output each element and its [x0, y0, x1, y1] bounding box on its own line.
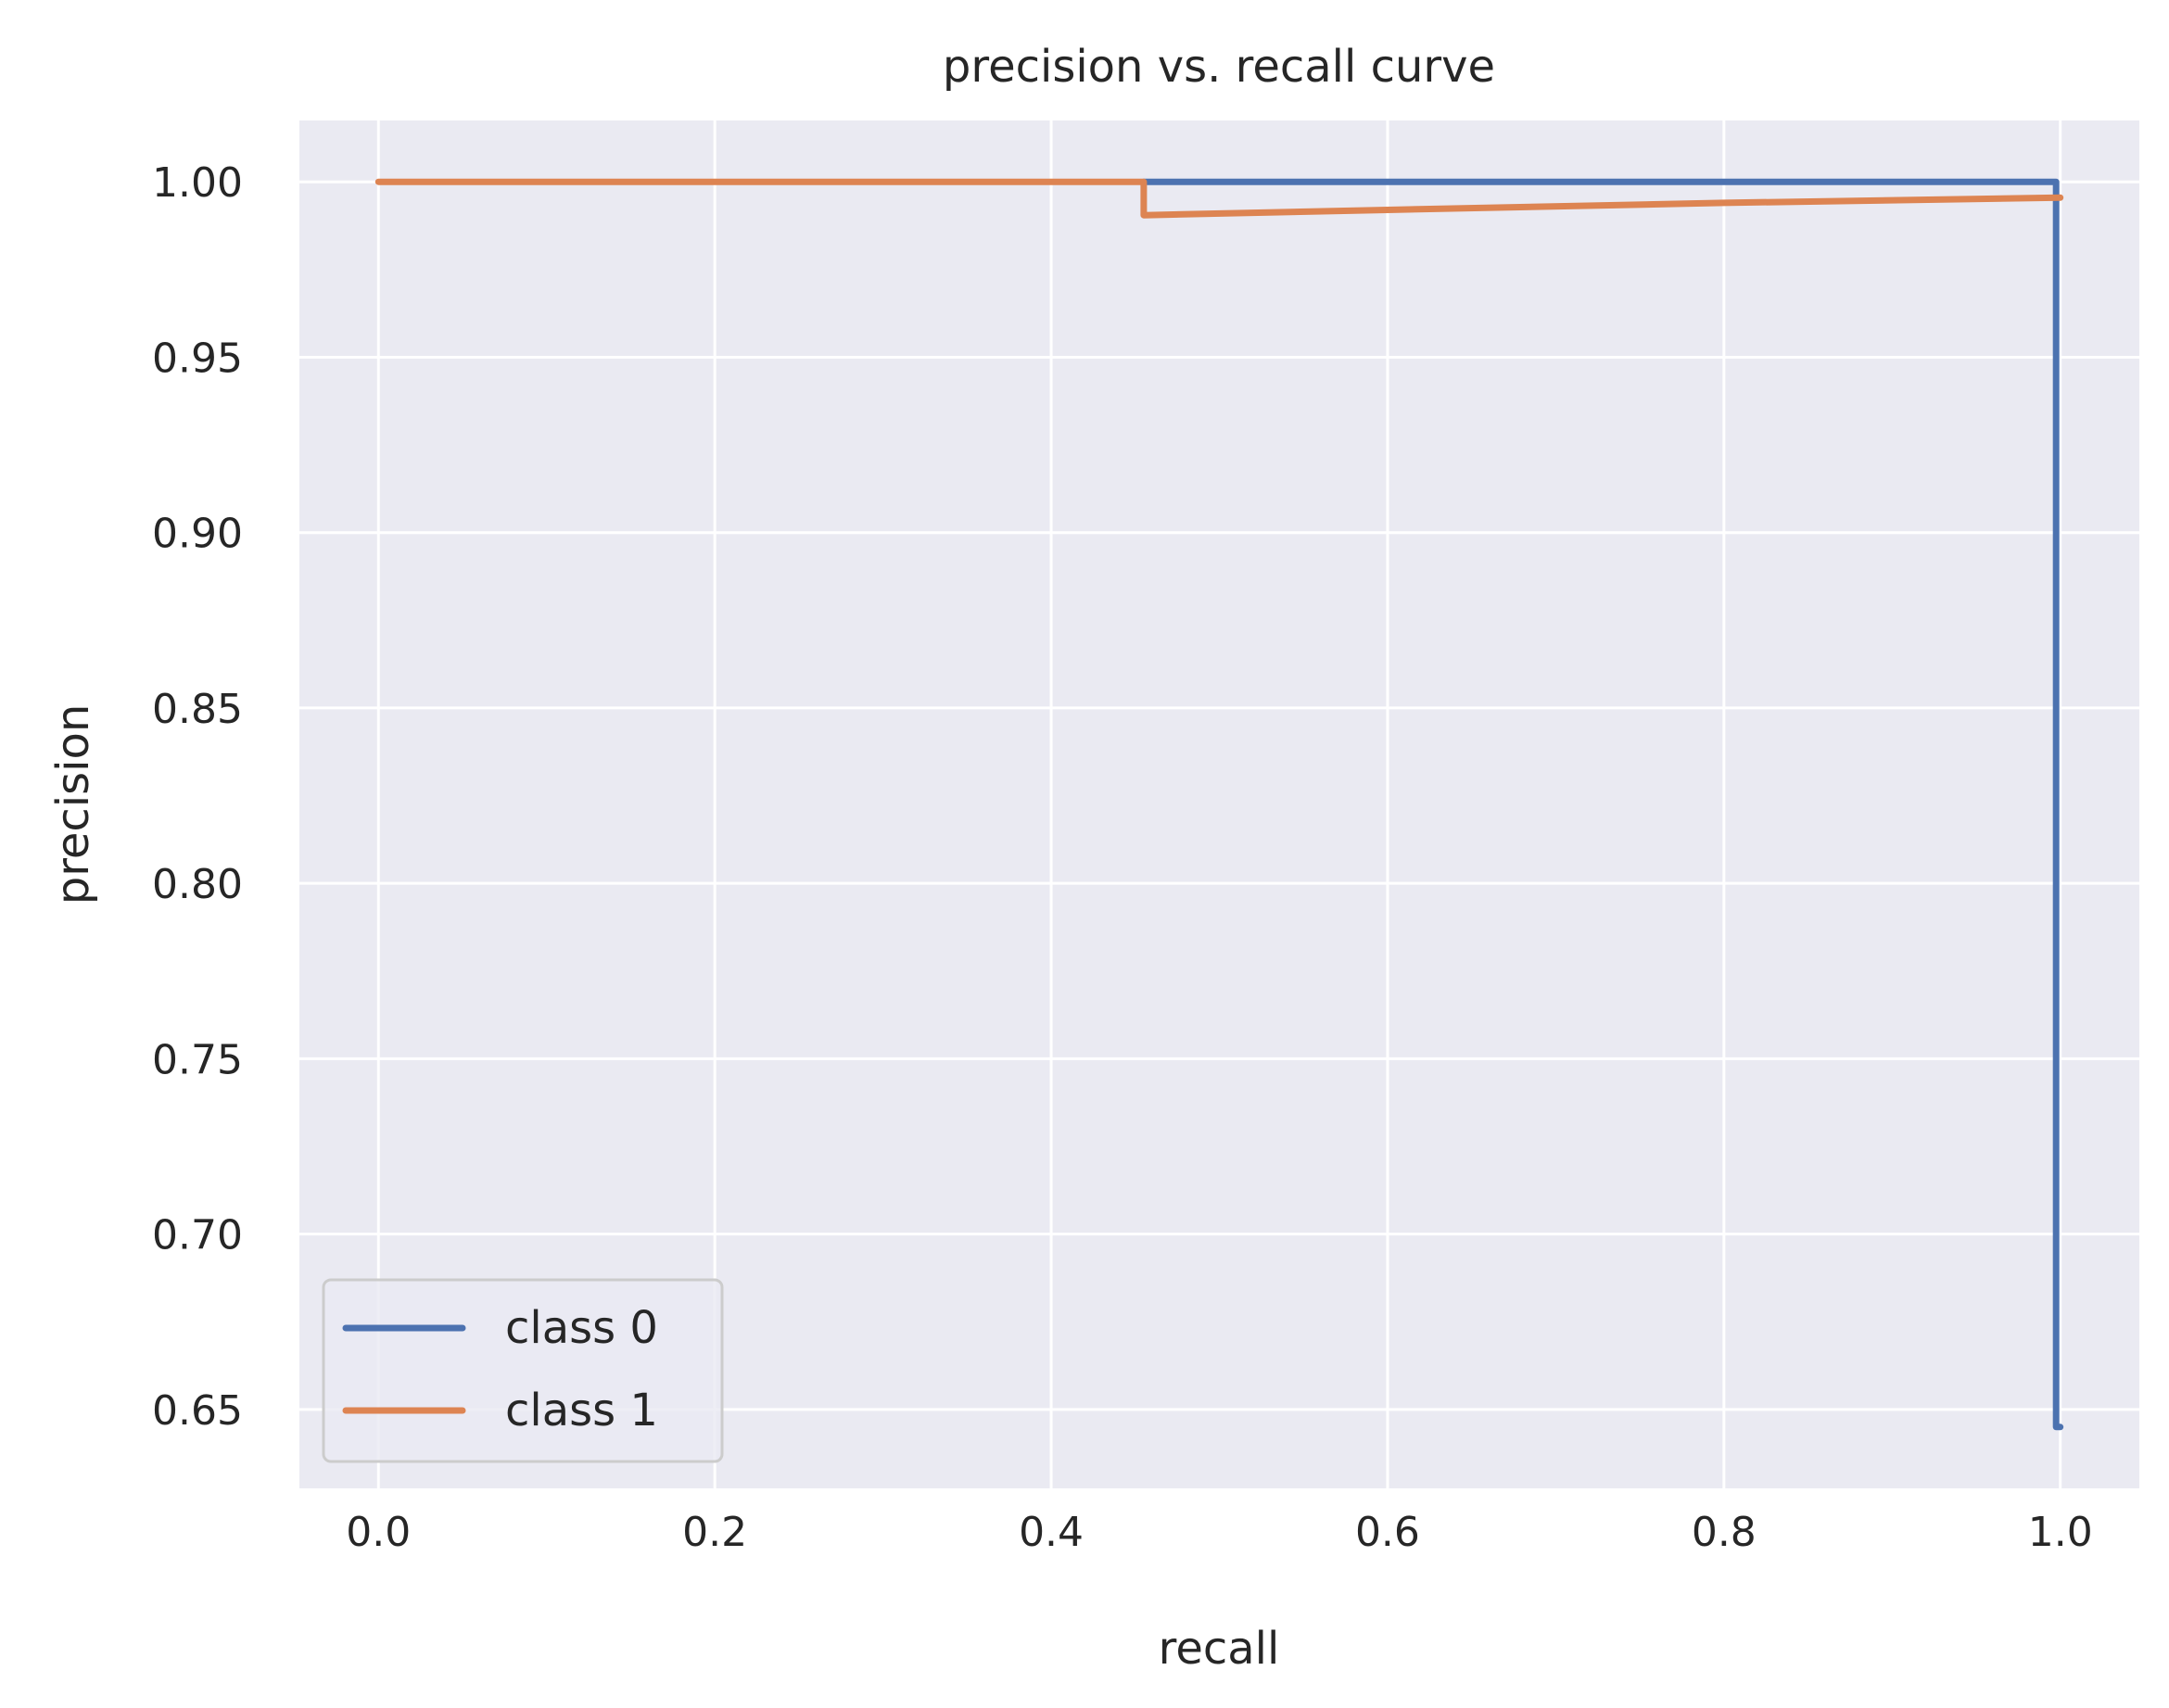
legend-label: class 0 [505, 1302, 658, 1354]
y-tick-label: 0.90 [152, 511, 243, 558]
x-tick-label: 0.4 [1019, 1509, 1084, 1556]
y-tick-label: 0.65 [152, 1387, 243, 1435]
series-line-class-0 [1140, 178, 2064, 1431]
y-tick-label: 1.00 [152, 159, 243, 207]
y-tick-label: 0.95 [152, 335, 243, 382]
x-tick-label: 0.6 [1355, 1509, 1420, 1556]
x-tick-labels: 0.0 0.2 0.4 0.6 0.8 1.0 [346, 1509, 2092, 1556]
y-tick-labels: 0.65 0.70 0.75 0.80 0.85 0.90 0.95 1.00 [152, 159, 243, 1435]
series-lines [374, 178, 2064, 1431]
legend: class 0 class 1 [322, 1278, 724, 1463]
x-tick-label: 1.0 [2028, 1509, 2093, 1556]
y-tick-label: 0.75 [152, 1036, 243, 1083]
y-tick-label: 0.70 [152, 1212, 243, 1259]
series-line-class-1 [374, 178, 2064, 219]
x-axis-label: recall [1159, 1623, 1280, 1675]
y-tick-label: 0.80 [152, 861, 243, 908]
x-tick-label: 0.8 [1692, 1509, 1757, 1556]
y-axis-label: precision [47, 704, 99, 905]
y-tick-label: 0.85 [152, 686, 243, 733]
legend-label: class 1 [505, 1385, 658, 1436]
x-tick-label: 0.0 [346, 1509, 411, 1556]
chart-title: precision vs. recall curve [943, 41, 1495, 93]
x-tick-label: 0.2 [682, 1509, 747, 1556]
plot-background [299, 120, 2139, 1488]
